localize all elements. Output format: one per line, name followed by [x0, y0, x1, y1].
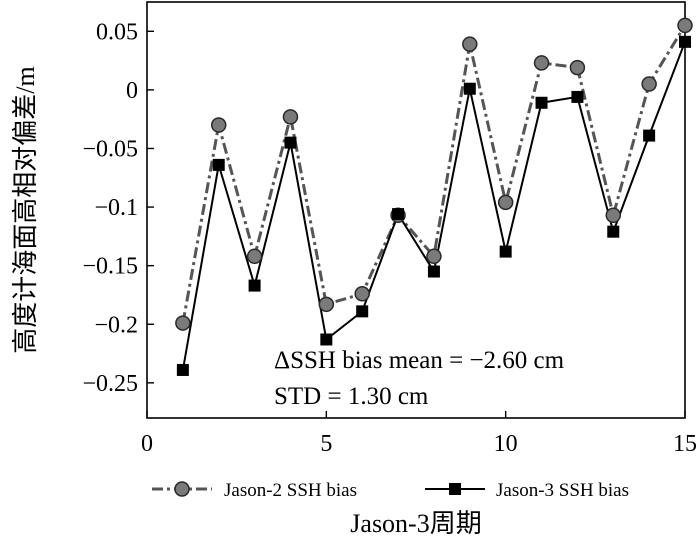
- x-tick-label: 5: [320, 431, 332, 457]
- point-jason2: [677, 17, 693, 34]
- legend-marker-jason2: [174, 481, 190, 497]
- point-jason2: [533, 55, 550, 71]
- annotation-mean: ΔSSH bias mean = −2.60 cm: [274, 347, 565, 374]
- point-jason2: [175, 315, 191, 331]
- point-jason3: [392, 208, 405, 221]
- x-tick-label: 15: [673, 431, 697, 457]
- x-tick-label: 0: [141, 431, 153, 457]
- x-tick-label: 10: [494, 431, 518, 457]
- point-jason2: [282, 109, 299, 125]
- annotation-std: STD = 1.30 cm: [274, 383, 429, 410]
- x-axis-title: Jason-3周期: [350, 509, 481, 537]
- y-tick-label: −0.25: [82, 371, 138, 397]
- point-jason2: [426, 248, 442, 265]
- y-tick-label: −0.2: [94, 312, 138, 338]
- point-jason3: [176, 363, 189, 376]
- legend-label-jason2: Jason-2 SSH bias: [224, 480, 357, 501]
- point-jason3: [284, 136, 297, 149]
- x-axis-ticks: 0 5 10 15: [141, 411, 697, 457]
- legend-marker-jason3: [449, 483, 461, 495]
- point-jason2: [210, 117, 227, 133]
- point-jason2: [462, 36, 478, 52]
- point-jason2: [354, 286, 370, 302]
- point-jason3: [571, 90, 584, 103]
- point-jason3: [607, 225, 620, 238]
- point-jason3: [248, 279, 261, 292]
- point-jason2: [605, 207, 622, 224]
- y-tick-label: 0: [126, 78, 138, 104]
- point-jason2: [246, 248, 263, 265]
- y-tick-label: −0.1: [94, 195, 138, 221]
- point-jason3: [320, 333, 333, 346]
- point-jason3: [356, 305, 369, 318]
- y-tick-label: 0.05: [96, 19, 138, 45]
- point-jason3: [643, 129, 656, 142]
- legend-label-jason3: Jason-3 SSH bias: [496, 480, 629, 501]
- point-jason3: [499, 245, 512, 258]
- point-jason3: [463, 82, 476, 95]
- point-jason3: [212, 158, 225, 171]
- point-jason3: [427, 265, 440, 278]
- point-jason2: [569, 59, 586, 76]
- y-tick-label: −0.05: [82, 136, 138, 162]
- y-tick-label: −0.15: [82, 254, 138, 280]
- y-axis-title: 高度计海面高相对偏差/m: [11, 66, 40, 353]
- point-jason2: [497, 194, 514, 211]
- series-layer: [175, 17, 693, 376]
- legend: Jason-2 SSH bias Jason-3 SSH bias: [152, 480, 629, 501]
- point-jason3: [679, 35, 691, 48]
- point-jason2: [318, 296, 335, 313]
- point-jason3: [535, 96, 548, 109]
- series-line-jason2: [181, 24, 687, 324]
- point-jason2: [641, 76, 657, 92]
- plot-frame: [146, 1, 686, 419]
- y-axis-ticks: 0.05 0 −0.05 −0.1 −0.15 −0.2 −0.25: [82, 19, 154, 397]
